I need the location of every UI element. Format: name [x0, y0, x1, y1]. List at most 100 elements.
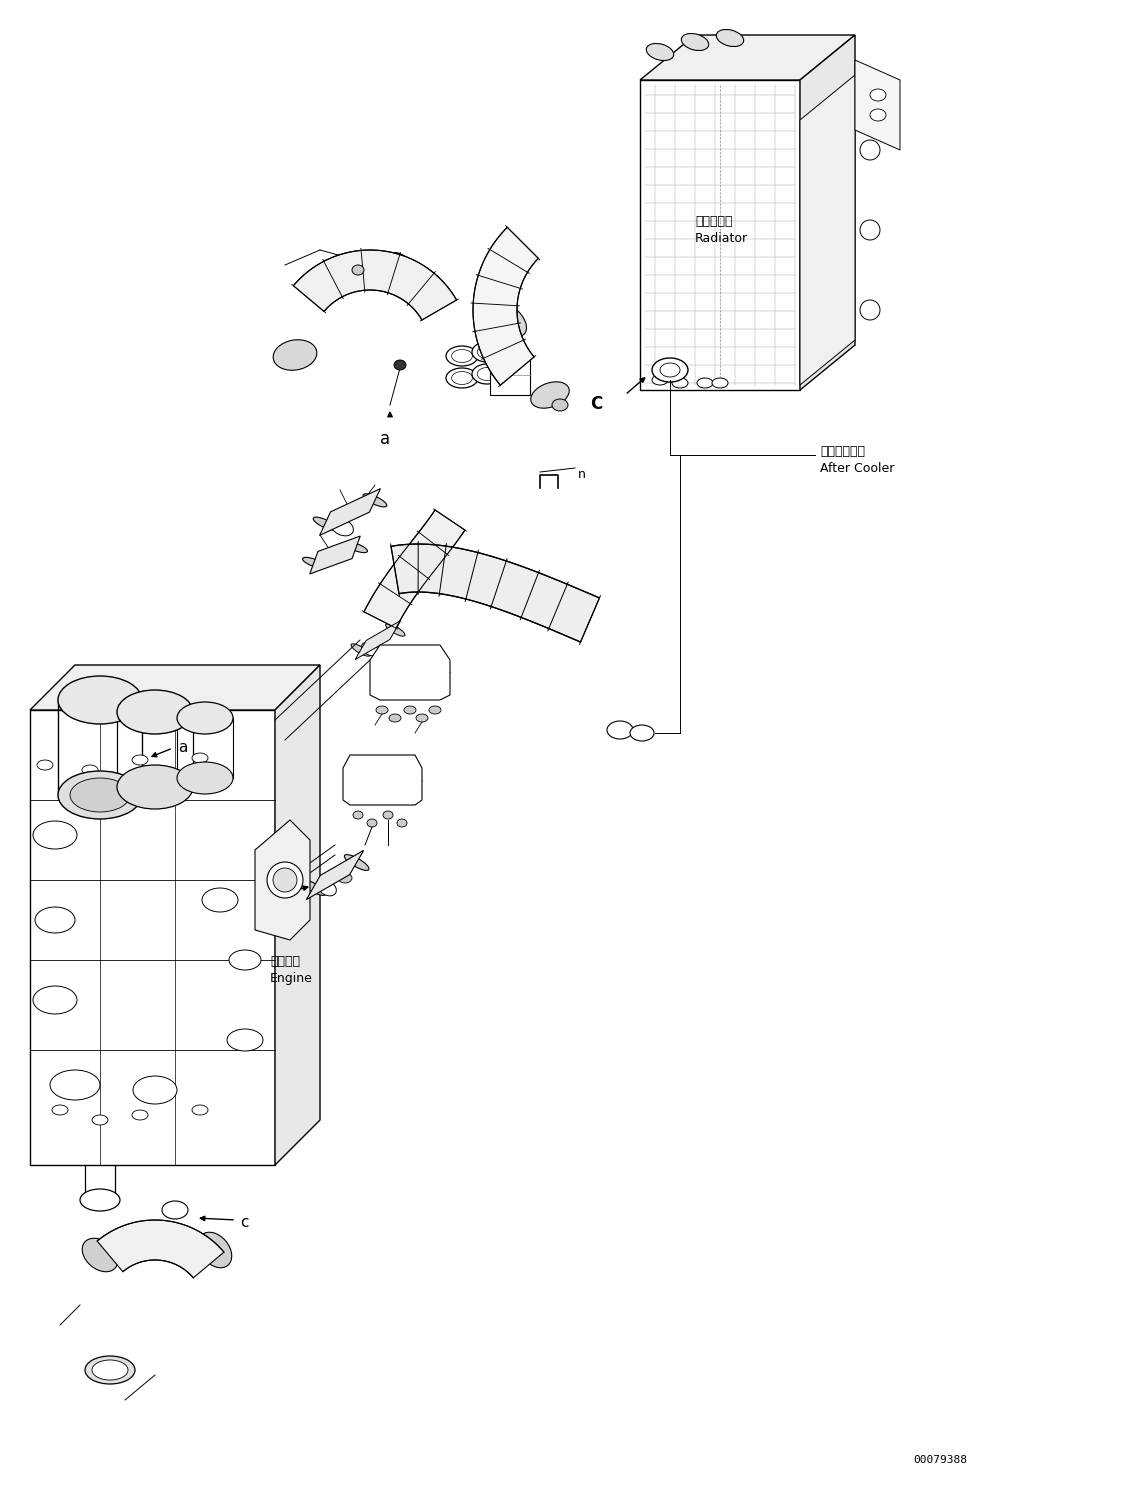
Ellipse shape: [85, 1357, 135, 1383]
Ellipse shape: [607, 721, 633, 739]
Ellipse shape: [52, 1106, 68, 1114]
Ellipse shape: [528, 590, 554, 608]
Ellipse shape: [338, 872, 352, 883]
Ellipse shape: [132, 1110, 148, 1120]
Text: a: a: [380, 429, 390, 447]
Ellipse shape: [50, 1070, 100, 1100]
Polygon shape: [293, 250, 457, 319]
Ellipse shape: [860, 140, 880, 160]
Ellipse shape: [385, 624, 405, 636]
Polygon shape: [30, 666, 319, 710]
Ellipse shape: [395, 360, 406, 370]
Ellipse shape: [363, 493, 387, 507]
Ellipse shape: [478, 367, 497, 380]
Ellipse shape: [652, 374, 669, 385]
Text: b: b: [282, 883, 292, 898]
Polygon shape: [309, 536, 360, 574]
Ellipse shape: [192, 753, 208, 762]
Text: Engine: Engine: [269, 972, 313, 985]
Ellipse shape: [267, 862, 302, 898]
Ellipse shape: [345, 854, 368, 871]
Ellipse shape: [630, 725, 654, 742]
Text: Radiator: Radiator: [695, 232, 748, 245]
Polygon shape: [306, 850, 364, 899]
Ellipse shape: [389, 713, 401, 722]
Ellipse shape: [860, 220, 880, 241]
Polygon shape: [370, 645, 450, 700]
Ellipse shape: [177, 701, 233, 734]
Polygon shape: [255, 820, 310, 941]
Ellipse shape: [496, 339, 524, 357]
Ellipse shape: [478, 346, 497, 358]
Ellipse shape: [383, 811, 393, 819]
Polygon shape: [364, 510, 465, 629]
Ellipse shape: [472, 364, 503, 383]
Text: エンジン: エンジン: [269, 955, 300, 967]
Ellipse shape: [58, 676, 142, 724]
Ellipse shape: [202, 889, 238, 912]
Ellipse shape: [80, 1189, 121, 1211]
Polygon shape: [640, 80, 800, 389]
Ellipse shape: [273, 868, 297, 892]
Polygon shape: [473, 227, 539, 385]
Ellipse shape: [362, 642, 379, 655]
Ellipse shape: [345, 542, 367, 553]
Polygon shape: [30, 710, 275, 1165]
Ellipse shape: [302, 557, 325, 568]
Ellipse shape: [870, 89, 886, 101]
Ellipse shape: [35, 906, 75, 933]
Ellipse shape: [493, 303, 526, 336]
Text: ラジエータ: ラジエータ: [695, 215, 732, 227]
Ellipse shape: [659, 363, 680, 377]
Ellipse shape: [446, 346, 478, 366]
Ellipse shape: [451, 372, 472, 385]
Text: b: b: [138, 698, 148, 713]
Ellipse shape: [177, 762, 233, 794]
Ellipse shape: [870, 108, 886, 120]
Text: a: a: [179, 740, 188, 755]
Ellipse shape: [317, 880, 337, 896]
Polygon shape: [275, 666, 319, 1165]
Ellipse shape: [92, 1114, 108, 1125]
Ellipse shape: [551, 400, 568, 412]
Ellipse shape: [531, 382, 570, 409]
Text: n: n: [578, 468, 586, 481]
Ellipse shape: [712, 377, 728, 388]
Ellipse shape: [716, 30, 744, 46]
Ellipse shape: [82, 1238, 118, 1272]
Ellipse shape: [117, 690, 193, 734]
Ellipse shape: [860, 300, 880, 319]
Ellipse shape: [646, 43, 674, 61]
Text: 00079388: 00079388: [913, 1455, 966, 1465]
Ellipse shape: [697, 377, 713, 388]
Ellipse shape: [672, 377, 688, 388]
Polygon shape: [319, 489, 381, 535]
Ellipse shape: [681, 34, 708, 51]
Text: アフタクーラ: アフタクーラ: [820, 444, 865, 458]
Ellipse shape: [351, 643, 371, 657]
Ellipse shape: [70, 779, 130, 811]
Ellipse shape: [198, 1232, 232, 1268]
Ellipse shape: [352, 811, 363, 819]
Ellipse shape: [117, 765, 193, 808]
Ellipse shape: [446, 369, 478, 388]
Ellipse shape: [472, 342, 503, 363]
Ellipse shape: [416, 713, 428, 722]
Ellipse shape: [58, 771, 142, 819]
Polygon shape: [343, 755, 422, 805]
Ellipse shape: [376, 706, 388, 713]
Ellipse shape: [33, 987, 77, 1013]
Ellipse shape: [404, 706, 416, 713]
Ellipse shape: [383, 253, 417, 293]
Polygon shape: [490, 355, 530, 395]
Ellipse shape: [92, 1360, 128, 1380]
Ellipse shape: [425, 562, 454, 578]
Ellipse shape: [229, 950, 262, 970]
Ellipse shape: [652, 358, 688, 382]
Ellipse shape: [161, 1201, 188, 1219]
Ellipse shape: [451, 349, 472, 363]
Polygon shape: [640, 36, 855, 80]
Ellipse shape: [331, 519, 354, 536]
Ellipse shape: [192, 1106, 208, 1114]
Ellipse shape: [133, 1076, 177, 1104]
